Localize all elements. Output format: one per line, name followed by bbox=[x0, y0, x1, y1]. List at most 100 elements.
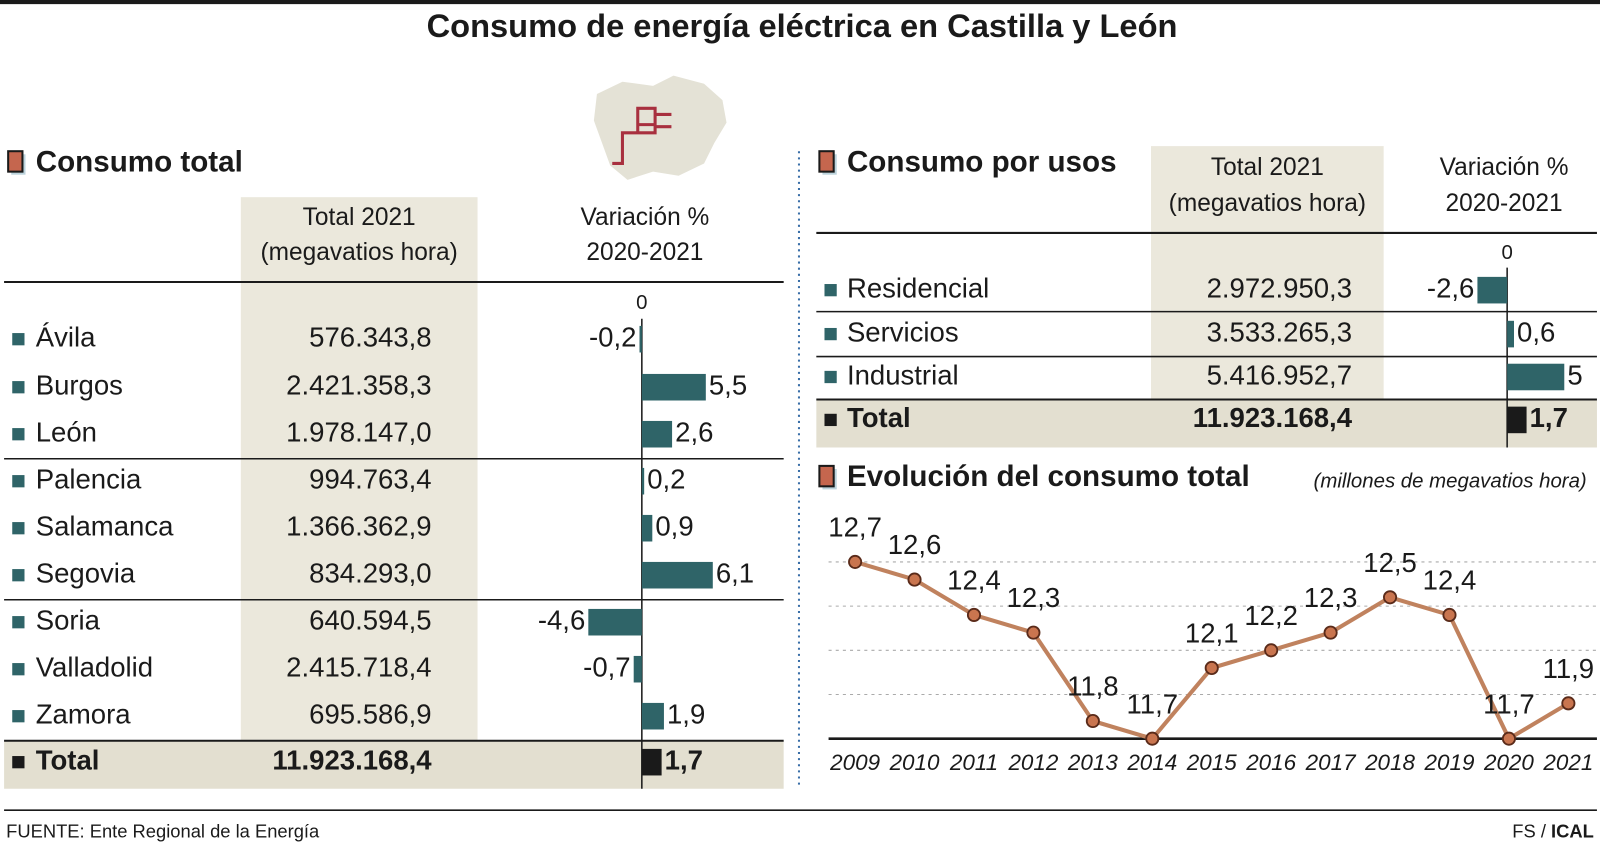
row-label: Ávila bbox=[36, 321, 96, 352]
point bbox=[1442, 607, 1457, 623]
credit: FS / ICAL bbox=[1512, 821, 1594, 842]
row-label: Valladolid bbox=[36, 651, 153, 682]
total-row-shade bbox=[816, 399, 1597, 448]
column-header: Variación % bbox=[580, 204, 709, 231]
value-label: 12,1 bbox=[1185, 618, 1239, 649]
row-total: 576.343,8 bbox=[309, 321, 431, 352]
row-marker bbox=[824, 370, 837, 384]
heading-marker bbox=[7, 150, 24, 173]
bar bbox=[641, 420, 673, 448]
x-tick-label: 2019 bbox=[1424, 750, 1475, 775]
row-label: Soria bbox=[36, 604, 101, 635]
value-label: 2,6 bbox=[675, 416, 713, 447]
row-marker bbox=[12, 663, 25, 676]
heading-marker bbox=[818, 464, 835, 488]
row-label: Industrial bbox=[847, 359, 959, 390]
value-label: 12,4 bbox=[1423, 565, 1477, 596]
row-label: Burgos bbox=[36, 369, 123, 400]
value-label: -4,6 bbox=[538, 604, 585, 635]
value-label: 6,1 bbox=[716, 557, 754, 588]
value-label: 12,6 bbox=[888, 529, 942, 560]
value-label: 12,4 bbox=[947, 565, 1001, 596]
point bbox=[1204, 660, 1219, 676]
row-marker bbox=[12, 522, 25, 535]
section-title: Consumo por usos bbox=[847, 145, 1117, 178]
bar bbox=[641, 373, 706, 401]
value-label: 1,9 bbox=[667, 698, 705, 729]
row-marker bbox=[824, 327, 837, 341]
total-label: Total bbox=[847, 402, 911, 433]
row-label: Residencial bbox=[847, 272, 989, 303]
point bbox=[1145, 731, 1160, 746]
point bbox=[848, 554, 863, 569]
section-title: Evolución del consumo total bbox=[847, 460, 1250, 493]
value-label: 1,7 bbox=[1530, 402, 1568, 433]
subtitle: (millones de megavatios hora) bbox=[1314, 471, 1587, 493]
row-total: 1.978.147,0 bbox=[286, 416, 431, 447]
value-label: -0,7 bbox=[583, 651, 630, 682]
bar bbox=[588, 608, 642, 636]
bar bbox=[639, 325, 642, 353]
point bbox=[907, 572, 922, 587]
column-header: Total 2021 bbox=[303, 204, 416, 231]
bar bbox=[1507, 363, 1565, 391]
row-total: 2.421.358,3 bbox=[286, 369, 431, 400]
column-header: 2020-2021 bbox=[586, 239, 703, 266]
value-label: 0,9 bbox=[655, 510, 693, 541]
row-total: 11.923.168,4 bbox=[1193, 402, 1353, 433]
x-tick-label: 2009 bbox=[829, 750, 880, 775]
value-label: 1,7 bbox=[665, 744, 703, 775]
column-header: (megavatios hora) bbox=[1169, 190, 1366, 217]
value-label: -2,6 bbox=[1427, 272, 1474, 303]
row-marker bbox=[12, 428, 25, 441]
row-marker bbox=[12, 475, 25, 488]
x-tick-label: 0 bbox=[636, 292, 647, 314]
row-label: Servicios bbox=[847, 316, 959, 347]
row-total: 2.972.950,3 bbox=[1207, 272, 1352, 303]
point bbox=[1383, 590, 1398, 605]
credit-author: FS / bbox=[1512, 821, 1547, 842]
x-tick-label: 0 bbox=[1501, 242, 1512, 264]
x-tick-label: 2015 bbox=[1186, 750, 1237, 775]
x-tick-label: 2018 bbox=[1364, 750, 1415, 775]
point bbox=[1264, 643, 1279, 658]
point bbox=[1026, 625, 1041, 640]
column-header: Total 2021 bbox=[1211, 154, 1324, 181]
heading-marker bbox=[818, 150, 835, 173]
x-tick-label: 2012 bbox=[1007, 750, 1058, 775]
x-tick-label: 2016 bbox=[1245, 750, 1296, 775]
section-title: Consumo total bbox=[36, 145, 243, 178]
bar bbox=[1507, 406, 1527, 434]
row-marker bbox=[12, 381, 25, 394]
row-marker bbox=[824, 284, 837, 297]
bar bbox=[641, 467, 645, 495]
row-total: 640.594,5 bbox=[309, 604, 431, 635]
value-label: -0,2 bbox=[589, 321, 636, 352]
point bbox=[1323, 625, 1338, 640]
bar bbox=[641, 748, 662, 776]
point bbox=[1501, 731, 1516, 746]
title: Consumo de energía eléctrica en Castilla… bbox=[427, 7, 1178, 44]
column-header: (megavatios hora) bbox=[261, 239, 458, 266]
row-total: 3.533.265,3 bbox=[1207, 316, 1352, 347]
x-tick-label: 2013 bbox=[1067, 750, 1118, 775]
column-header: 2020-2021 bbox=[1446, 190, 1563, 217]
column-header: Variación % bbox=[1440, 154, 1569, 181]
row-marker bbox=[12, 710, 25, 723]
value-label: 5,5 bbox=[709, 369, 747, 400]
column-shade bbox=[240, 197, 478, 741]
value-label: 12,3 bbox=[1304, 582, 1358, 613]
row-total: 1.366.362,9 bbox=[286, 510, 431, 541]
row-total: 5.416.952,7 bbox=[1207, 359, 1352, 390]
row-label: Salamanca bbox=[36, 510, 174, 541]
x-tick-label: 2011 bbox=[949, 750, 998, 775]
row-total: 834.293,0 bbox=[309, 557, 431, 588]
x-tick-label: 2020 bbox=[1483, 750, 1534, 775]
row-marker bbox=[12, 569, 25, 582]
value-label: 0,2 bbox=[647, 463, 685, 494]
value-label: 11,8 bbox=[1067, 671, 1119, 702]
row-label: Palencia bbox=[36, 463, 142, 494]
row-total: 2.415.718,4 bbox=[286, 651, 431, 682]
row-marker bbox=[12, 333, 25, 346]
